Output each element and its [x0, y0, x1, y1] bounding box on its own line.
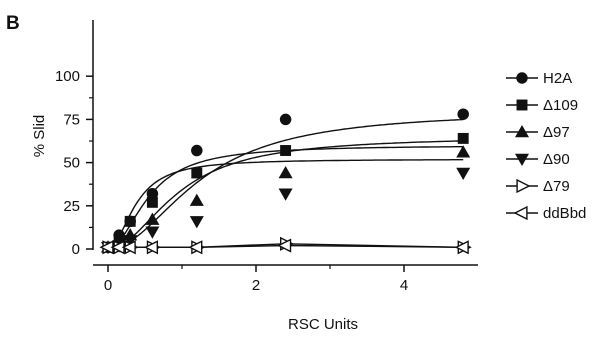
- data-point: [457, 108, 469, 120]
- panel-label: B: [6, 13, 20, 34]
- y-tick-label: 50: [63, 155, 80, 172]
- data-point: [454, 240, 469, 255]
- y-tick-label: 0: [72, 241, 80, 258]
- data-point: [279, 113, 292, 126]
- data-point: [191, 167, 203, 179]
- legend-label: ddBbd: [543, 205, 586, 222]
- legend: H2A Δ109 Δ97 Δ90 Δ79 ddBbd: [506, 70, 586, 222]
- data-point: [124, 215, 136, 227]
- x-axis-label: RSC Units: [288, 316, 358, 333]
- fit-curve: [107, 159, 464, 250]
- legend-marker: [516, 72, 528, 84]
- y-tick-label: 100: [55, 68, 80, 85]
- legend-label: Δ79: [543, 178, 570, 195]
- data-point: [145, 226, 160, 239]
- data-point: [456, 167, 471, 180]
- data-point: [278, 165, 293, 179]
- data-point: [146, 196, 158, 208]
- y-axis-ticks: 0 25 50 75 100: [55, 68, 93, 258]
- data-point: [143, 240, 159, 255]
- data-point: [146, 187, 159, 200]
- data-point: [278, 188, 293, 201]
- data-point: [145, 212, 160, 225]
- legend-label: Δ109: [543, 97, 578, 114]
- x-axis-ticks: 0 2 4: [104, 265, 408, 294]
- legend-marker: [513, 205, 528, 221]
- x-tick-label: 4: [400, 277, 408, 294]
- legend-marker: [515, 125, 529, 138]
- x-tick-label: 2: [252, 277, 260, 294]
- data-point: [191, 144, 203, 157]
- legend-marker: [516, 178, 531, 194]
- legend-marker: [516, 99, 528, 111]
- data-point: [456, 145, 471, 158]
- data-point: [188, 240, 203, 255]
- x-tick-label: 0: [104, 277, 112, 294]
- y-axis-label: % Slid: [31, 115, 48, 158]
- y-tick-label: 25: [63, 198, 80, 215]
- legend-label: Δ90: [543, 151, 570, 168]
- legend-label: H2A: [543, 70, 572, 87]
- data-point: [123, 235, 138, 248]
- fit-curves: [107, 118, 464, 250]
- data-point: [280, 145, 292, 156]
- data-point: [189, 193, 204, 206]
- legend-marker: [515, 153, 529, 166]
- data-point: [189, 216, 204, 229]
- y-tick-label: 75: [63, 111, 80, 128]
- legend-label: Δ97: [543, 124, 570, 141]
- data-point: [121, 240, 136, 255]
- fit-curve: [107, 118, 464, 250]
- data-point: [457, 132, 469, 144]
- data-point: [277, 238, 292, 253]
- data-markers: [99, 108, 472, 255]
